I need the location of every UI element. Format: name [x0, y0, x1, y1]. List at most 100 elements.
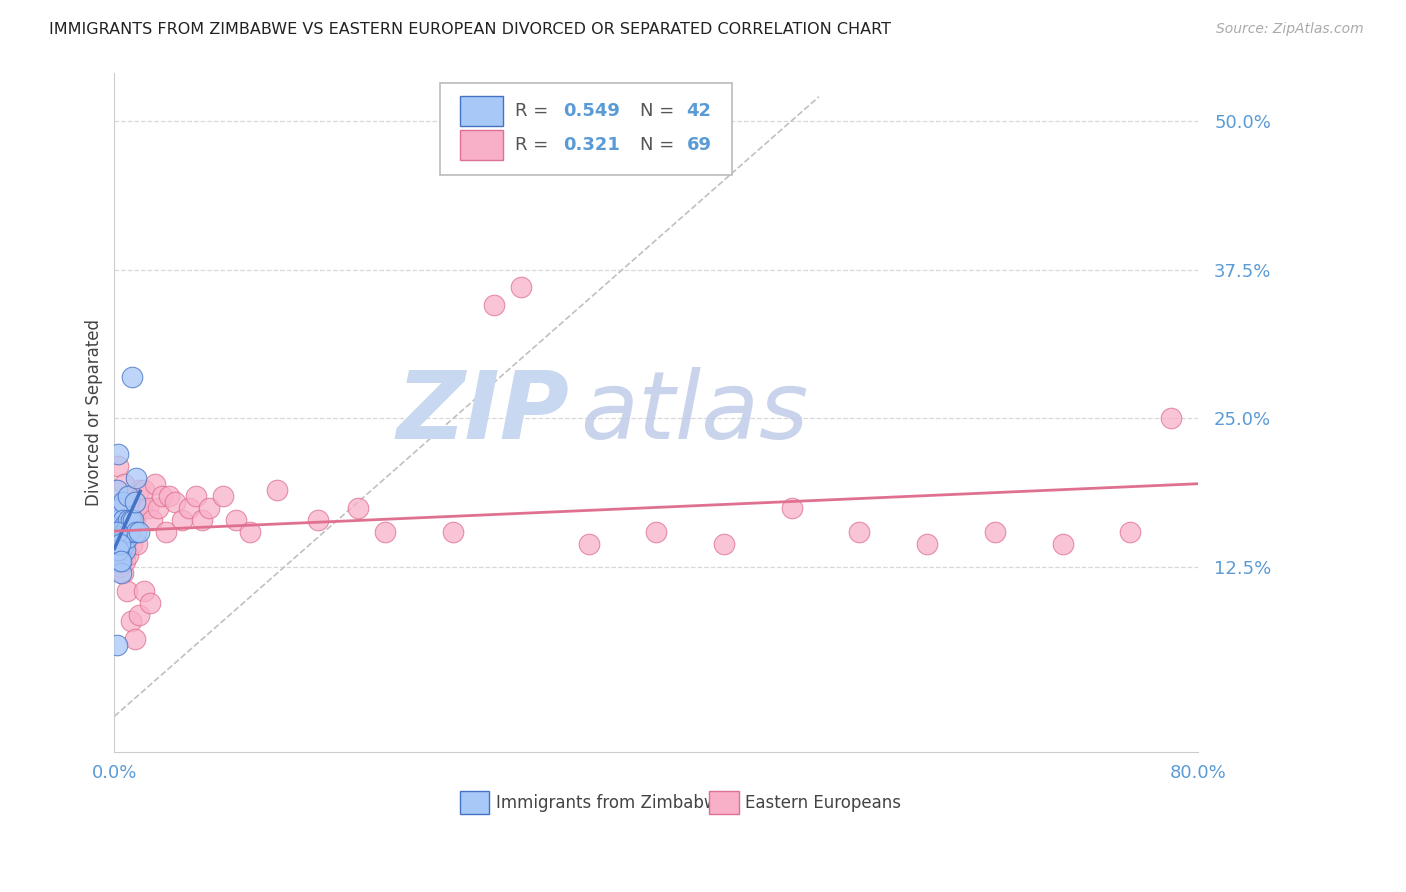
Point	[105, 536, 128, 550]
Point	[112, 524, 135, 539]
Point	[239, 524, 262, 539]
Text: R =: R =	[516, 136, 554, 154]
Point	[105, 524, 128, 539]
Point	[108, 524, 131, 539]
Y-axis label: Divorced or Separated: Divorced or Separated	[86, 319, 103, 506]
FancyBboxPatch shape	[460, 791, 489, 814]
Point	[117, 513, 139, 527]
Text: N =: N =	[640, 136, 681, 154]
Point	[578, 536, 600, 550]
Point	[105, 549, 128, 563]
Text: 42: 42	[686, 102, 711, 120]
Point	[110, 536, 132, 550]
Point	[184, 489, 207, 503]
Point	[110, 554, 132, 568]
Point	[112, 536, 135, 550]
Text: atlas: atlas	[581, 367, 808, 458]
Point	[107, 447, 129, 461]
Point	[108, 524, 131, 539]
Point	[107, 513, 129, 527]
Text: Immigrants from Zimbabwe: Immigrants from Zimbabwe	[496, 794, 728, 812]
Point	[117, 549, 139, 563]
Point	[107, 542, 129, 557]
Point	[645, 524, 668, 539]
Point	[915, 536, 938, 550]
Point	[482, 298, 505, 312]
Point	[122, 513, 145, 527]
Point	[713, 536, 735, 550]
Point	[441, 524, 464, 539]
Point	[108, 554, 131, 568]
Point	[848, 524, 870, 539]
Point	[347, 500, 370, 515]
Point	[1119, 524, 1142, 539]
Point	[136, 500, 159, 515]
Point	[120, 513, 142, 527]
Point	[110, 542, 132, 557]
Point	[128, 608, 150, 623]
FancyBboxPatch shape	[460, 130, 503, 160]
Point	[780, 500, 803, 515]
Point	[111, 536, 134, 550]
Point	[105, 483, 128, 497]
Point	[509, 280, 531, 294]
Point	[112, 524, 135, 539]
Text: N =: N =	[640, 102, 681, 120]
Point	[172, 513, 194, 527]
Point	[157, 489, 180, 503]
Point	[150, 489, 173, 503]
Point	[120, 524, 142, 539]
Point	[211, 489, 233, 503]
Point	[111, 513, 134, 527]
Point	[115, 542, 138, 557]
Point	[134, 584, 156, 599]
Point	[115, 531, 138, 545]
Point	[128, 483, 150, 497]
Point	[141, 513, 163, 527]
Point	[104, 536, 127, 550]
Point	[110, 518, 132, 533]
Point	[110, 554, 132, 568]
Point	[198, 500, 221, 515]
Point	[107, 524, 129, 539]
Point	[111, 566, 134, 581]
Point	[111, 495, 134, 509]
Point	[134, 483, 156, 497]
Text: 0.321: 0.321	[562, 136, 620, 154]
Point	[105, 524, 128, 539]
Point	[110, 495, 132, 509]
Point	[108, 500, 131, 515]
Point	[108, 536, 131, 550]
Text: R =: R =	[516, 102, 554, 120]
Point	[146, 500, 169, 515]
Point	[110, 566, 132, 581]
Point	[114, 524, 136, 539]
Point	[374, 524, 396, 539]
Point	[131, 500, 153, 515]
Point	[108, 554, 131, 568]
Point	[128, 524, 150, 539]
Point	[124, 495, 146, 509]
Point	[125, 471, 148, 485]
Point	[121, 369, 143, 384]
Text: 69: 69	[686, 136, 711, 154]
Point	[191, 513, 214, 527]
Point	[1052, 536, 1074, 550]
Text: Eastern Europeans: Eastern Europeans	[745, 794, 901, 812]
Point	[107, 554, 129, 568]
Point	[104, 524, 127, 539]
Point	[117, 524, 139, 539]
Point	[117, 489, 139, 503]
Point	[108, 560, 131, 574]
Point	[138, 596, 160, 610]
Point	[107, 542, 129, 557]
Point	[104, 549, 127, 563]
Point	[155, 524, 177, 539]
Point	[307, 513, 329, 527]
Point	[112, 518, 135, 533]
Point	[266, 483, 288, 497]
Point	[114, 542, 136, 557]
Point	[122, 513, 145, 527]
Text: Source: ZipAtlas.com: Source: ZipAtlas.com	[1216, 22, 1364, 37]
Point	[1160, 411, 1182, 425]
